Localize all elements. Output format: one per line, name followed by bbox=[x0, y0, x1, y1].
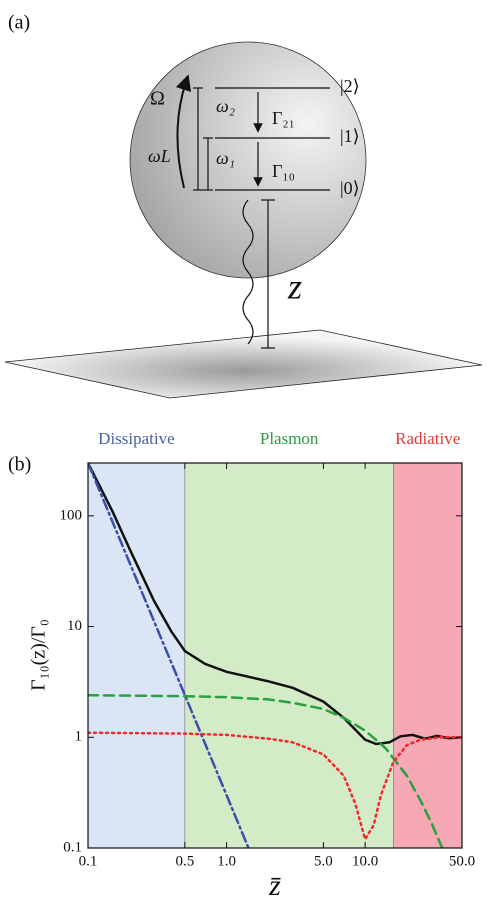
level-label: |0⟩ bbox=[340, 178, 360, 198]
x-tick-label: 10.0 bbox=[352, 853, 378, 869]
x-tick-label: 50.0 bbox=[449, 853, 475, 869]
diagram-labels: |2⟩ |1⟩ |0⟩ Γ₂₁ Γ₁₀ ω₂ ω₁ Ω ωL z bbox=[148, 76, 360, 306]
y-tick-label: 1 bbox=[75, 729, 83, 745]
decay-label: Γ₂₁ bbox=[272, 108, 295, 128]
region bbox=[393, 462, 463, 849]
level-label: |2⟩ bbox=[340, 76, 360, 96]
series-line bbox=[88, 463, 462, 746]
plot-frame bbox=[87, 462, 463, 849]
rabi-label: Ω bbox=[150, 88, 165, 110]
panel-label: (a) bbox=[8, 12, 30, 34]
region-label: Dissipative bbox=[98, 429, 175, 448]
series-line bbox=[88, 463, 250, 848]
sphere bbox=[129, 41, 367, 279]
x-tick-label: 0.1 bbox=[79, 853, 98, 869]
y-tick-label: 100 bbox=[60, 507, 83, 523]
region-label: Radiative bbox=[395, 429, 460, 448]
omega-label: ω₂ bbox=[216, 96, 235, 116]
level-label: |1⟩ bbox=[340, 126, 360, 146]
region bbox=[184, 462, 394, 849]
surface bbox=[4, 329, 483, 399]
distance-label: z bbox=[287, 266, 302, 306]
level-scheme bbox=[175, 74, 330, 349]
y-axis-label: Γ₁₀(z)/Γ₀ bbox=[28, 619, 50, 691]
region-label: Plasmon bbox=[260, 429, 319, 448]
decay-label: Γ₁₀ bbox=[272, 161, 295, 181]
x-axis-label: z̄ bbox=[268, 869, 281, 897]
x-tick-label: 5.0 bbox=[314, 853, 333, 869]
x-tick-label: 0.5 bbox=[175, 853, 194, 869]
y-tick-label: 10 bbox=[67, 618, 82, 634]
region bbox=[87, 462, 186, 849]
omega-label: ω₁ bbox=[216, 148, 235, 168]
laser-label: ωL bbox=[148, 146, 171, 166]
panel-label: (b) bbox=[8, 454, 31, 476]
plot-lines bbox=[88, 463, 462, 848]
y-tick-label: 0.1 bbox=[63, 839, 82, 855]
x-tick-label: 1.0 bbox=[217, 853, 236, 869]
series-line bbox=[88, 693, 444, 848]
series-line bbox=[88, 731, 462, 843]
